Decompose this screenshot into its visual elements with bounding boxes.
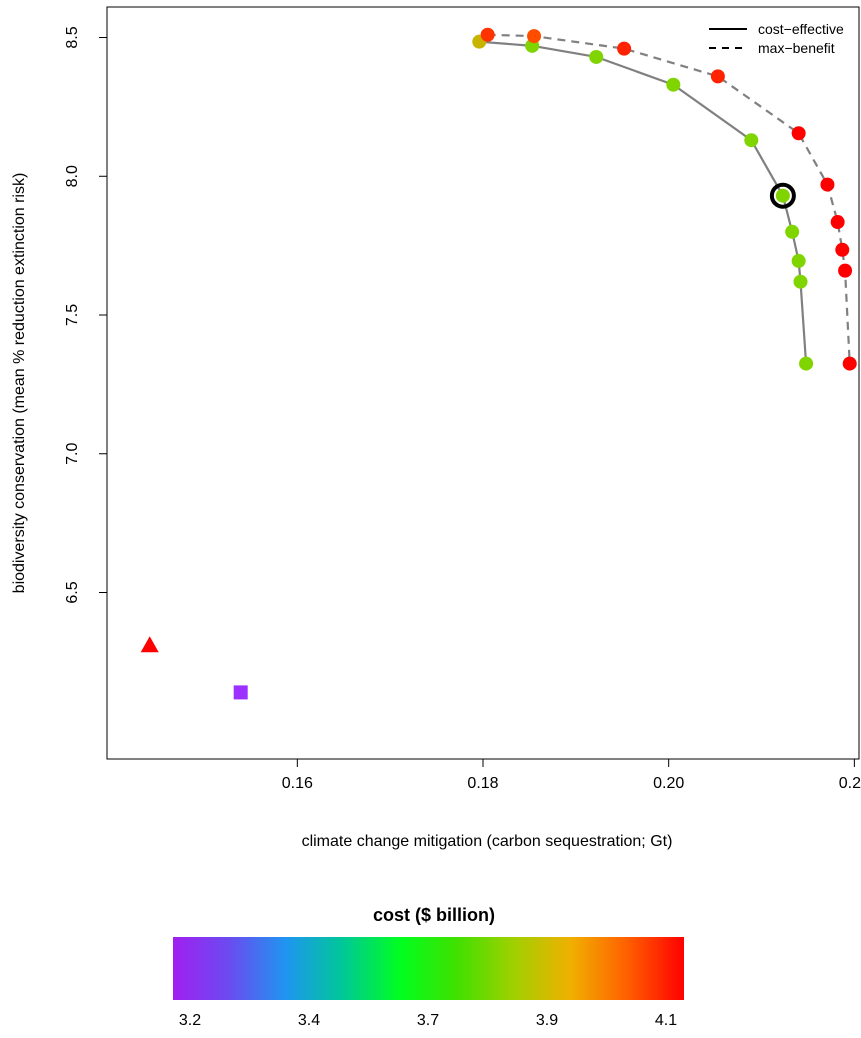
- colorbar-tick-label: 3.4: [298, 1012, 320, 1029]
- cost-effective-point: [666, 77, 681, 92]
- colorbar-tick-label: 3.2: [179, 1012, 201, 1029]
- colorbar-title: cost ($ billion): [373, 905, 495, 925]
- x-axis-title: climate change mitigation (carbon seques…: [302, 833, 673, 850]
- x-tick-label: 0.22: [839, 775, 861, 792]
- legend-label: cost−effective: [758, 21, 844, 37]
- max-benefit-line: [487, 33, 851, 364]
- colorbar-tick-label: 3.7: [417, 1012, 439, 1029]
- cost-effective-point: [785, 224, 800, 239]
- cost-effective-point: [793, 274, 808, 289]
- max-benefit-point: [838, 263, 853, 278]
- legend-label: max−benefit: [758, 40, 835, 56]
- triangle-point: [140, 636, 159, 653]
- max-benefit-point: [791, 126, 806, 141]
- cost-effective-point: [589, 49, 604, 64]
- y-axis-title: biodiversity conservation (mean % reduct…: [11, 173, 28, 594]
- cost-effective-line: [479, 40, 808, 364]
- max-benefit-point: [480, 27, 495, 42]
- y-tick-label: 6.5: [64, 581, 81, 603]
- colorbar-tick-label: 3.9: [536, 1012, 558, 1029]
- colorbar-ticks: 3.2 3.4 3.7 3.9 4.1: [179, 1012, 677, 1029]
- x-tick-label: 0.20: [653, 775, 684, 792]
- legend: cost−effective max−benefit: [709, 21, 844, 56]
- square-point: [233, 685, 248, 700]
- y-tick-label: 8.0: [64, 165, 81, 187]
- cost-effective-point: [799, 356, 814, 371]
- max-benefit-point: [830, 215, 845, 230]
- y-tick-label: 7.5: [64, 304, 81, 326]
- plot-area: [140, 27, 857, 700]
- colorbar-gradient: [173, 937, 684, 1000]
- x-tick-label: 0.18: [467, 775, 498, 792]
- max-benefit-point: [617, 41, 632, 56]
- cost-effective-point: [791, 253, 806, 268]
- x-tick-label: 0.16: [282, 775, 313, 792]
- cost-effective-point: [744, 133, 759, 148]
- colorbar: cost ($ billion) 3.2 3.4 3.7 3.9 4.1: [173, 905, 684, 1029]
- max-benefit-point: [842, 356, 857, 371]
- plot-frame: [106, 6, 860, 760]
- cost-effective-point: [775, 188, 790, 203]
- max-benefit-point: [710, 69, 725, 84]
- max-benefit-point: [527, 29, 542, 44]
- y-tick-label: 7.0: [64, 443, 81, 465]
- max-benefit-point: [835, 242, 850, 257]
- x-axis: 0.16 0.18 0.20 0.22: [282, 759, 861, 792]
- highlight-ring: [769, 182, 796, 209]
- y-axis: 6.5 7.0 7.5 8.0 8.5: [64, 26, 107, 604]
- colorbar-tick-label: 4.1: [655, 1012, 677, 1029]
- y-tick-label: 8.5: [64, 26, 81, 48]
- max-benefit-point: [820, 177, 835, 192]
